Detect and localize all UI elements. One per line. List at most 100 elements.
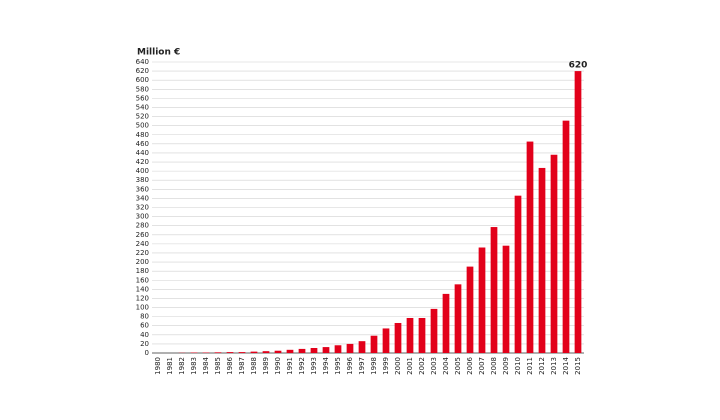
x-tick-label: 1982 (178, 357, 186, 375)
y-tick-label: 480 (136, 131, 149, 139)
x-tick-label: 1984 (202, 356, 210, 374)
bar (466, 266, 474, 353)
bar (574, 71, 582, 353)
x-tick-label: 1989 (262, 357, 270, 375)
y-tick-label: 120 (136, 294, 149, 302)
y-tick-label: 0 (145, 349, 149, 357)
x-tick-label: 2008 (490, 357, 498, 375)
x-tick-label: 1992 (298, 357, 306, 375)
bar (370, 335, 378, 353)
y-tick-label: 220 (136, 249, 149, 257)
y-tick-label: 440 (136, 149, 149, 157)
x-tick-label: 2010 (514, 357, 522, 375)
x-tick-label: 1991 (286, 357, 294, 375)
bar (298, 348, 306, 353)
bar (418, 317, 426, 353)
x-tick-label: 1986 (226, 356, 234, 374)
x-tick-label: 2005 (454, 357, 462, 375)
bar (538, 167, 546, 353)
x-tick-label: 1981 (166, 357, 174, 375)
y-tick-label: 200 (136, 258, 149, 266)
x-tick-label: 1993 (310, 357, 318, 375)
bar (238, 352, 246, 353)
x-tick-label: 2015 (574, 357, 582, 375)
y-tick-label: 580 (136, 85, 149, 93)
y-tick-label: 360 (136, 185, 149, 193)
x-tick-label: 1994 (322, 356, 330, 374)
x-tick-label: 2011 (526, 357, 534, 375)
bar (382, 328, 390, 353)
x-tick-label: 2014 (562, 356, 570, 374)
y-tick-label: 140 (136, 285, 149, 293)
bar (226, 352, 234, 353)
y-tick-label: 400 (136, 167, 149, 175)
bar (406, 317, 414, 353)
bar (334, 345, 342, 353)
bar (430, 308, 438, 353)
bar (250, 351, 258, 353)
x-tick-label: 1980 (154, 357, 162, 375)
bar (502, 245, 510, 353)
y-tick-label: 640 (136, 58, 149, 66)
y-tick-label: 80 (140, 313, 149, 321)
bar (286, 349, 294, 353)
x-tick-label: 2006 (466, 356, 474, 374)
y-tick-label: 180 (136, 267, 149, 275)
bar (442, 293, 450, 353)
x-tick-label: 1999 (382, 357, 390, 375)
y-tick-label: 520 (136, 113, 149, 121)
bar (322, 347, 330, 353)
x-tick-label: 1983 (190, 357, 198, 375)
x-tick-label: 2007 (478, 357, 486, 375)
y-tick-label: 380 (136, 176, 149, 184)
bar (274, 350, 282, 353)
x-tick-label: 1990 (274, 357, 282, 375)
x-tick-label: 1995 (334, 357, 342, 375)
bar (454, 284, 462, 353)
x-tick-label: 1997 (358, 357, 366, 375)
bar (526, 141, 534, 353)
y-tick-label: 320 (136, 204, 149, 212)
x-tick-label: 2012 (538, 357, 546, 375)
x-tick-label: 1998 (370, 357, 378, 375)
y-tick-label: 260 (136, 231, 149, 239)
bar (562, 120, 570, 353)
x-tick-label: 2000 (394, 357, 402, 375)
bar (262, 351, 270, 353)
x-tick-label: 2003 (430, 357, 438, 375)
bar (478, 247, 486, 353)
y-tick-label: 500 (136, 122, 149, 130)
y-tick-label: 300 (136, 213, 149, 221)
x-tick-label: 2001 (406, 357, 414, 375)
y-tick-label: 600 (136, 76, 149, 84)
y-tick-label: 100 (136, 304, 149, 312)
value-label: 620 (569, 61, 588, 71)
y-tick-label: 420 (136, 158, 149, 166)
y-axis-label: Million € (137, 48, 180, 58)
y-tick-label: 160 (136, 276, 149, 284)
x-tick-label: 2002 (418, 357, 426, 375)
y-tick-label: 60 (140, 322, 149, 330)
x-tick-label: 1996 (346, 356, 354, 374)
x-tick-label: 1988 (250, 357, 258, 375)
bar (394, 322, 402, 353)
bar (550, 154, 558, 353)
bar (490, 227, 498, 353)
y-tick-label: 620 (136, 67, 149, 75)
y-tick-label: 20 (140, 340, 149, 348)
y-tick-label: 240 (136, 240, 149, 248)
y-tick-label: 540 (136, 103, 149, 111)
x-tick-label: 1985 (214, 357, 222, 375)
x-tick-label: 2013 (550, 357, 558, 375)
y-tick-label: 340 (136, 194, 149, 202)
y-tick-label: 40 (140, 331, 149, 339)
bar (310, 347, 318, 353)
x-tick-label: 2009 (502, 357, 510, 375)
y-tick-label: 460 (136, 140, 149, 148)
bar (514, 195, 522, 353)
bar (214, 352, 222, 353)
bar (346, 343, 354, 353)
x-tick-label: 1987 (238, 357, 246, 375)
x-tick-label: 2004 (442, 356, 450, 374)
